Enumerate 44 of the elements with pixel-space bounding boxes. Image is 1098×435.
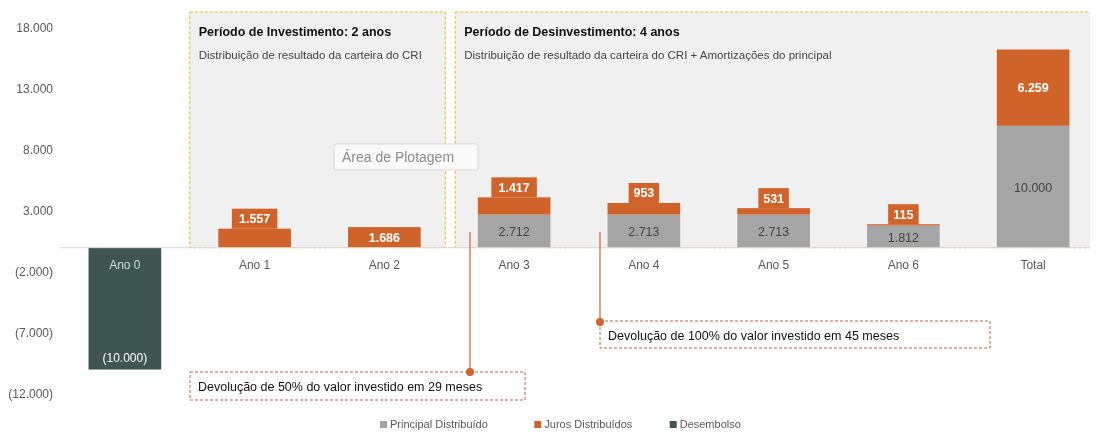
data-label: (10.000) <box>102 350 148 365</box>
legend-label: Juros Distribuídos <box>544 418 633 430</box>
data-label: 1.812 <box>887 230 920 245</box>
x-tick-label: Ano 1 <box>238 257 271 272</box>
y-tick-label: 3.000 <box>22 204 54 219</box>
band-label: Período de Desinvestimento: 4 anos <box>464 25 680 39</box>
x-tick-label: Total <box>1020 257 1046 272</box>
x-tick-label: Ano 5 <box>757 257 790 272</box>
x-tick-label: Ano 3 <box>498 257 531 272</box>
data-label: 2.713 <box>628 225 660 240</box>
annotation: Área de Plotagem <box>342 149 455 165</box>
legend-label: Principal Distribuído <box>390 418 488 430</box>
bar <box>737 214 810 248</box>
y-tick-label: (7.000) <box>14 325 53 340</box>
x-tick-label: Ano 4 <box>628 257 660 272</box>
data-label: 1.686 <box>368 230 401 245</box>
bar <box>607 214 681 248</box>
data-label: 953 <box>633 186 655 201</box>
y-tick-label: (2.000) <box>14 265 53 280</box>
annotation: Devolução de 100% do valor investido em 45 meses <box>608 328 900 343</box>
annotation: Distribuição de resultado da carteira do CRI + Amortizações do principal <box>464 49 832 61</box>
y-tick-label: 18.000 <box>16 21 54 36</box>
data-label: 2.713 <box>757 225 790 240</box>
annotation: Devolução de 50% do valor investido em 29 meses <box>198 380 483 394</box>
x-tick-label: Ano 2 <box>368 257 401 272</box>
y-tick-label: 8.000 <box>22 143 54 158</box>
bar <box>477 214 551 248</box>
legend-label: Desembolso <box>679 418 741 430</box>
y-tick-label: (12.000) <box>8 386 53 401</box>
x-tick-label: Ano 6 <box>887 257 920 272</box>
data-label: 10.000 <box>1014 180 1053 195</box>
band-label: Período de Investimento: 2 anos <box>198 25 392 39</box>
bar <box>88 247 162 370</box>
data-label: 115 <box>893 207 914 222</box>
data-label: 1.417 <box>498 180 530 195</box>
x-tick-label: Ano 0 <box>109 257 141 272</box>
bar <box>996 49 1070 126</box>
data-label: 531 <box>763 191 785 206</box>
data-label: 2.712 <box>498 225 530 240</box>
annotation: Distribuição de resultado da carteira do CRI <box>198 49 422 61</box>
data-label: 6.259 <box>1017 81 1049 96</box>
y-tick-label: 13.000 <box>16 82 54 97</box>
data-label: 1.557 <box>238 212 271 227</box>
bar <box>996 125 1070 248</box>
